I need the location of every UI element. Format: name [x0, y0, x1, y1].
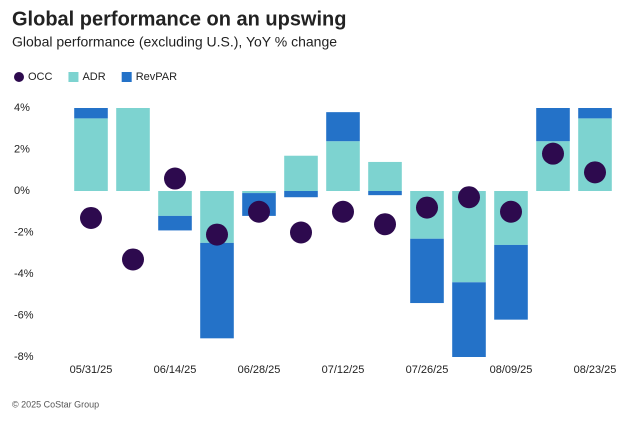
- y-tick-label: 4%: [14, 102, 30, 114]
- y-tick-label: -6%: [14, 309, 34, 321]
- bar: [326, 141, 360, 191]
- y-tick-label: 0%: [14, 185, 30, 197]
- legend-label: OCC: [28, 71, 53, 83]
- x-tick-label: 06/14/25: [154, 364, 197, 376]
- dot: [122, 248, 144, 271]
- dot: [248, 200, 270, 223]
- x-tick-label: 06/28/25: [238, 364, 281, 376]
- x-tick-label: 08/23/25: [574, 364, 617, 376]
- x-tick-label: 07/12/25: [322, 364, 365, 376]
- legend-label: RevPAR: [136, 71, 177, 83]
- dot: [80, 206, 102, 229]
- x-tick-label: 08/09/25: [490, 364, 533, 376]
- chart-subtitle: Global performance (excluding U.S.), YoY…: [12, 34, 337, 50]
- bar: [536, 108, 570, 142]
- chart-title: Global performance on an upswing: [12, 8, 346, 30]
- legend-marker: [68, 72, 79, 82]
- bar: [368, 161, 402, 191]
- bar: [410, 238, 444, 304]
- y-tick-label: -4%: [14, 268, 34, 280]
- dot: [206, 223, 228, 246]
- bar: [578, 108, 612, 119]
- bar: [284, 191, 318, 198]
- dot: [500, 200, 522, 223]
- bar: [74, 108, 108, 119]
- y-tick-label: 2%: [14, 143, 30, 155]
- dot: [332, 200, 354, 223]
- y-tick-label: -8%: [14, 351, 34, 363]
- dot: [290, 221, 312, 244]
- bar: [74, 118, 108, 191]
- dot: [374, 213, 396, 236]
- bar: [200, 242, 234, 339]
- bar: [452, 282, 486, 357]
- dot: [416, 196, 438, 219]
- dot: [584, 161, 606, 184]
- dot: [542, 142, 564, 165]
- x-tick-label: 05/31/25: [70, 364, 113, 376]
- legend-label: ADR: [82, 71, 105, 83]
- dot: [164, 167, 186, 190]
- source: © 2025 CoStar Group: [12, 399, 99, 409]
- bar: [158, 191, 192, 216]
- bar: [116, 108, 150, 191]
- legend-marker: [14, 72, 24, 82]
- bar: [158, 215, 192, 231]
- bar: [326, 112, 360, 142]
- bar: [368, 191, 402, 196]
- bar: [242, 191, 276, 194]
- y-tick-label: -2%: [14, 226, 34, 238]
- bar: [494, 244, 528, 320]
- bar: [284, 155, 318, 191]
- x-tick-label: 07/26/25: [406, 364, 449, 376]
- legend-marker: [121, 72, 132, 82]
- dot: [458, 186, 480, 209]
